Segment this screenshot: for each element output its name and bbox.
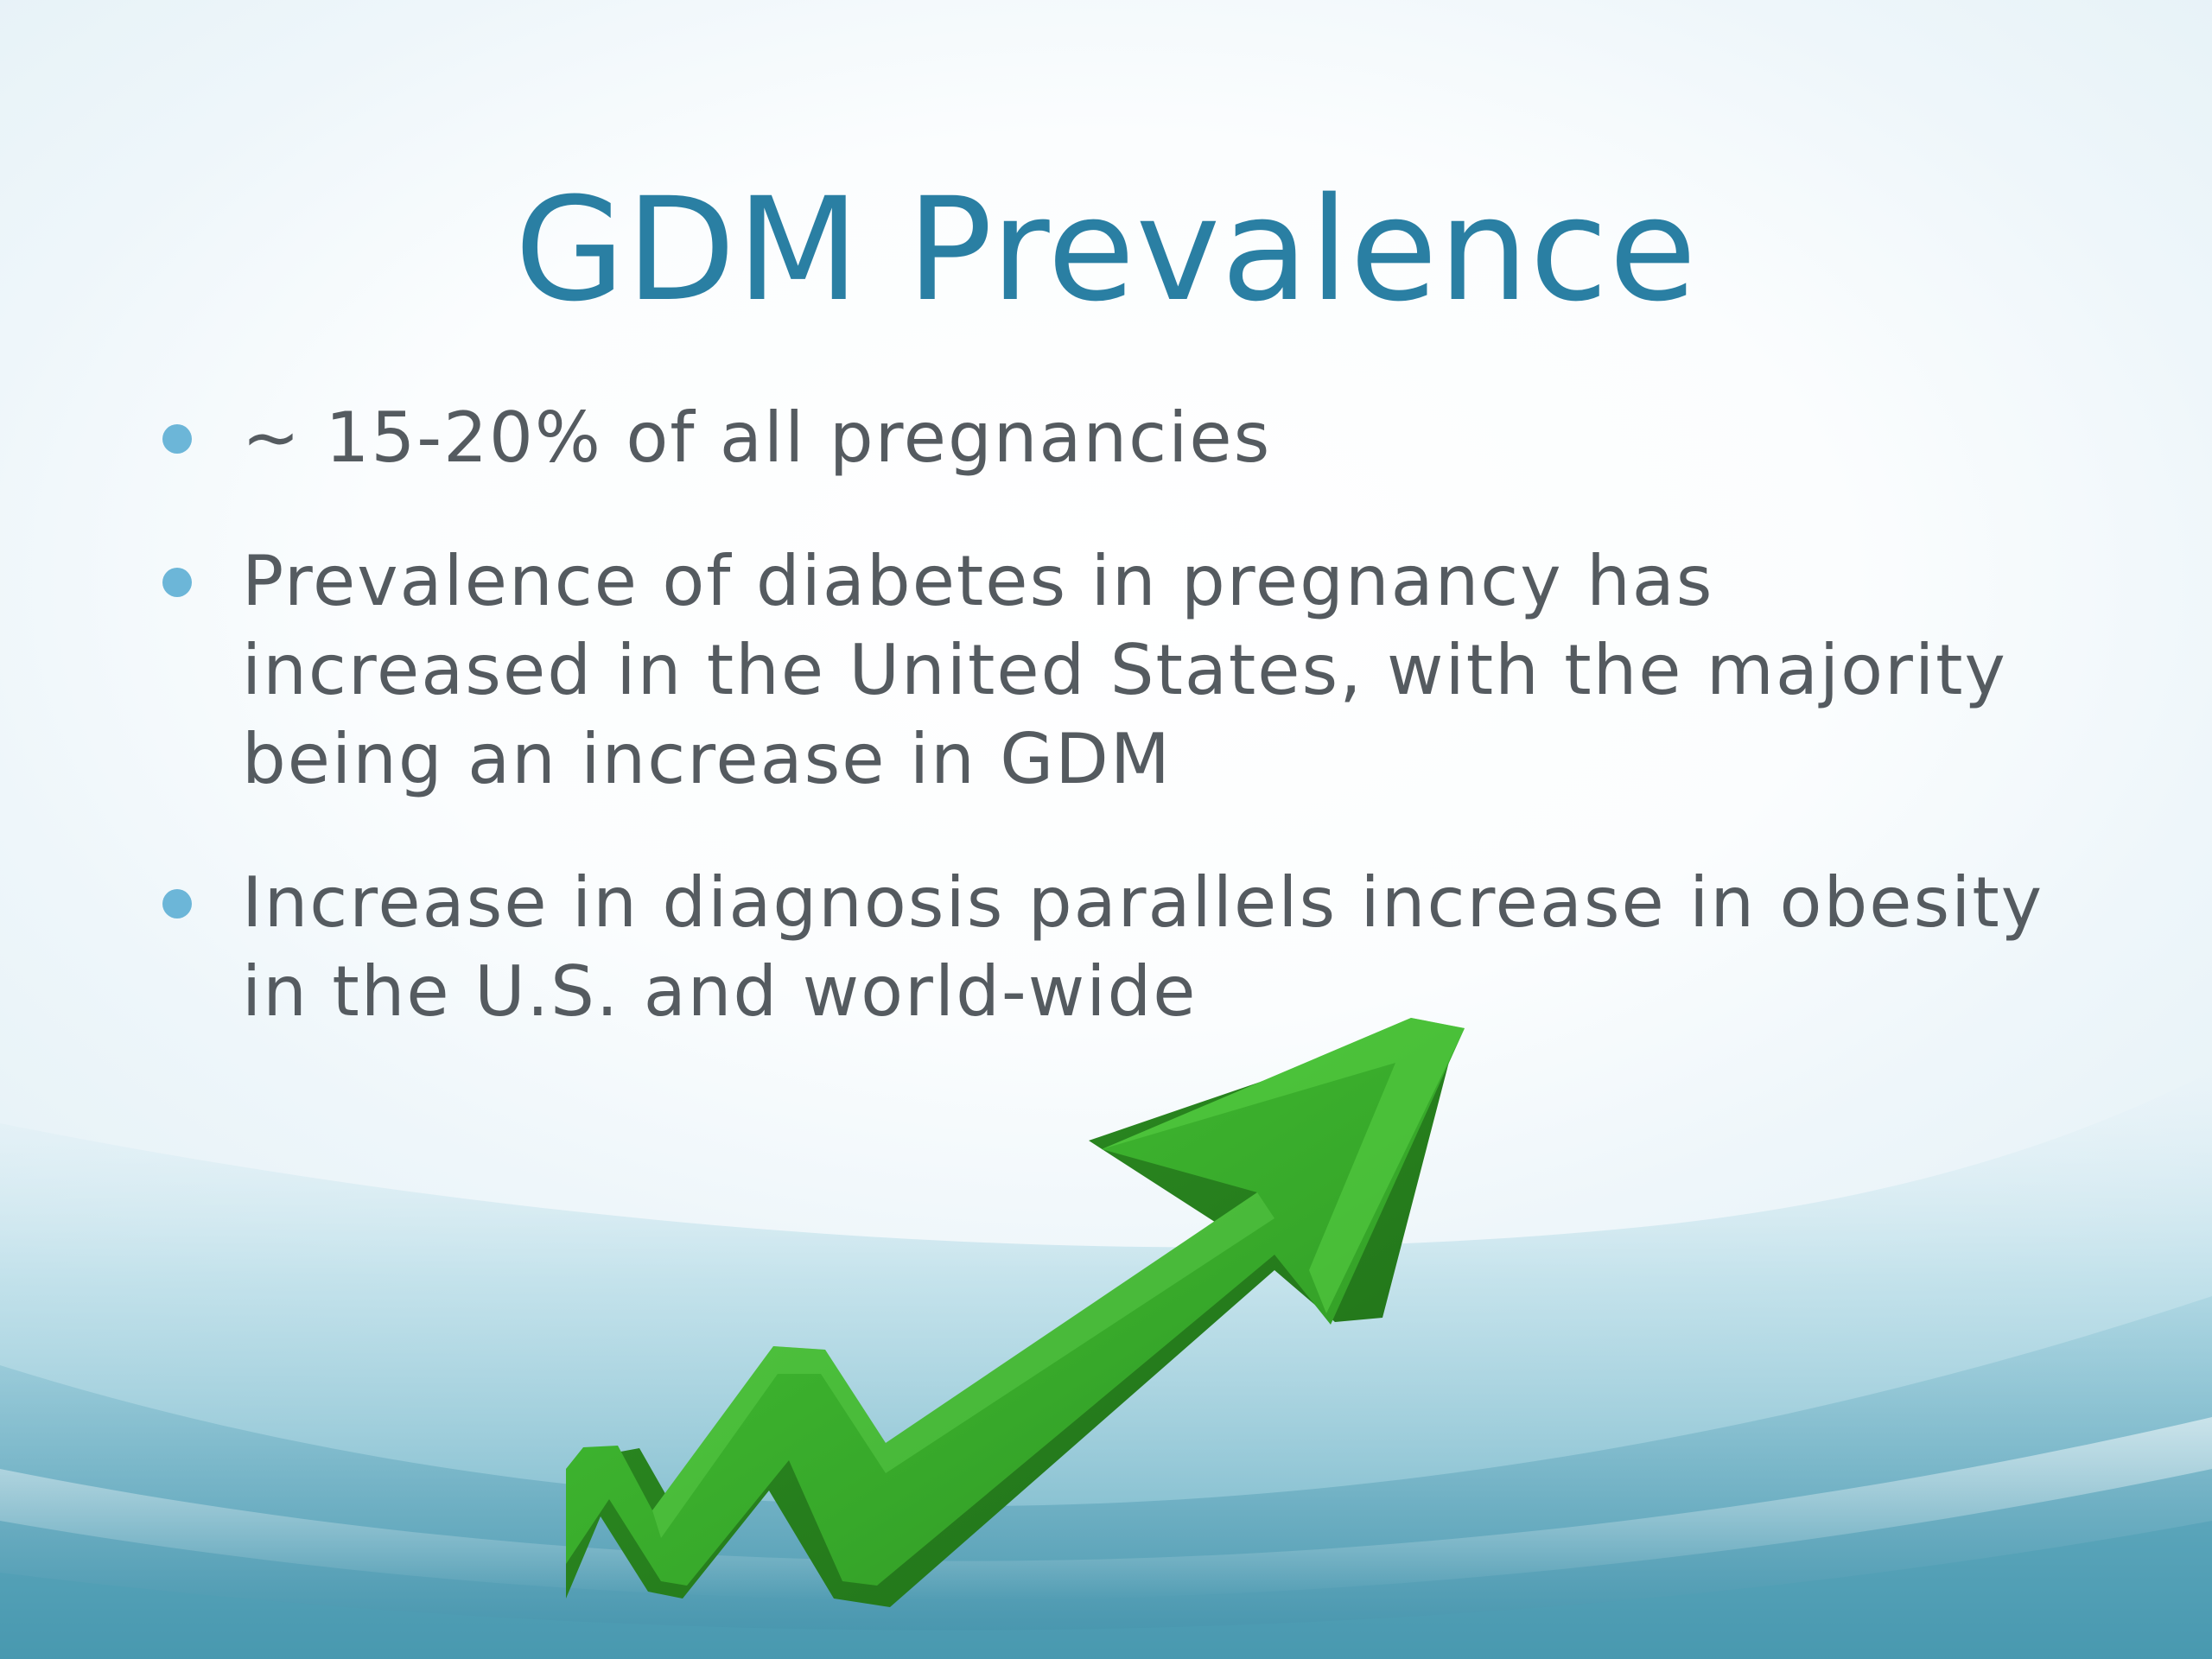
bullet-dot-icon bbox=[162, 424, 192, 454]
bullet-item: ~ 15-20% of all pregnancies bbox=[156, 393, 2056, 482]
bullet-item: Prevalence of diabetes in pregnancy has … bbox=[156, 537, 2056, 804]
bullet-list: ~ 15-20% of all pregnancies Prevalence o… bbox=[156, 393, 2056, 1036]
bullet-dot-icon bbox=[162, 889, 192, 918]
bullet-text: Prevalence of diabetes in pregnancy has … bbox=[242, 541, 2007, 799]
slide-title: GDM Prevalence bbox=[514, 167, 1698, 333]
bullet-text: Increase in diagnosis parallels increase… bbox=[242, 862, 2044, 1032]
bullet-item: Increase in diagnosis parallels increase… bbox=[156, 858, 2056, 1036]
upward-trend-arrow-icon bbox=[566, 1018, 1465, 1607]
bullet-dot-icon bbox=[162, 568, 192, 597]
bullet-text: ~ 15-20% of all pregnancies bbox=[242, 397, 1272, 478]
